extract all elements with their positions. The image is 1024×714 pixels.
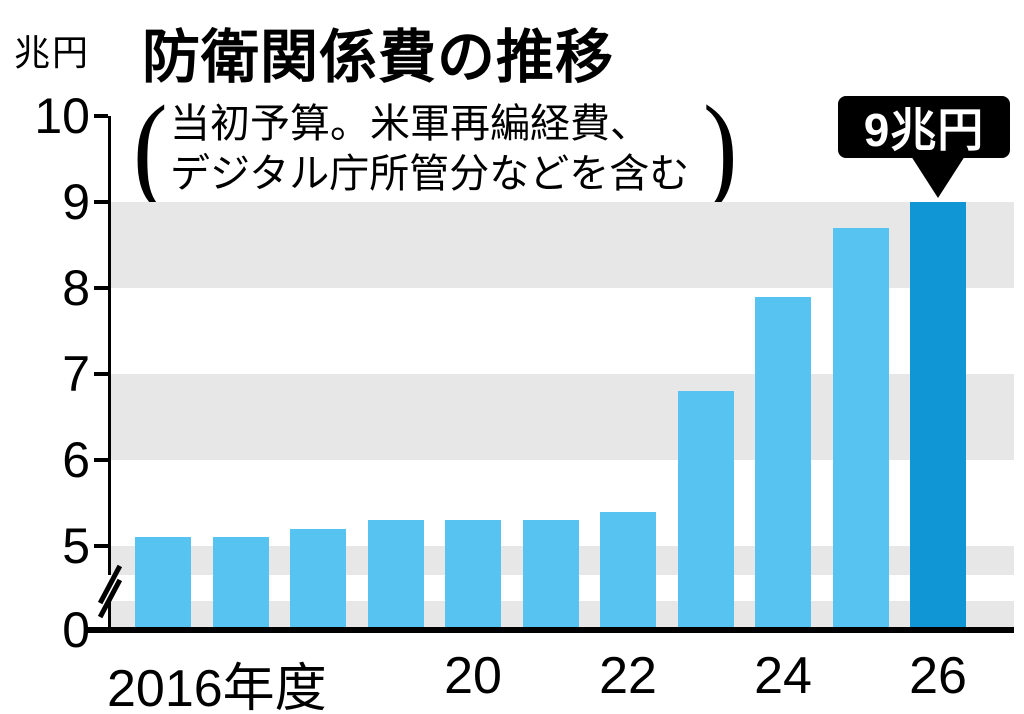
x-label-20: 20 (444, 647, 502, 705)
y-tick-9 (94, 200, 108, 204)
y-tick-10 (94, 114, 108, 118)
bar-2023 (678, 391, 734, 629)
y-axis-line-lower (108, 601, 111, 632)
x-label-2016年度: 2016年度 (107, 660, 327, 714)
x-axis-line (86, 627, 1014, 633)
y-tick-label-9: 9 (62, 174, 90, 230)
y-tick-label-5: 5 (62, 518, 90, 574)
y-tick-8 (94, 286, 108, 290)
y-tick-6 (94, 458, 108, 462)
y-tick-label-10: 10 (34, 88, 90, 144)
bar-2024 (755, 297, 811, 629)
y-tick-label-8: 8 (62, 260, 90, 316)
y-tick-7 (94, 372, 108, 376)
bar-2018 (290, 529, 346, 629)
y-axis-line-upper (108, 116, 111, 575)
y-tick-label-0: 0 (62, 602, 90, 658)
y-tick-5 (94, 544, 108, 548)
x-label-22: 22 (599, 647, 657, 705)
note-paren-close: ) (703, 81, 738, 216)
bar-2025 (833, 228, 889, 629)
bar-2017 (213, 537, 269, 629)
bar-2019 (368, 520, 424, 629)
note-paren-open: ( (133, 81, 168, 216)
bar-2021 (523, 520, 579, 629)
bar-2022 (600, 512, 656, 629)
bar-2016 (135, 537, 191, 629)
note-line-2: デジタル庁所管分などを含む (170, 151, 690, 196)
note-line-1: 当初予算。米軍再編経費、 (170, 101, 650, 146)
callout-label: 9兆円 (838, 96, 1010, 158)
bar-2020 (445, 520, 501, 629)
bar-2026 (910, 202, 966, 629)
x-label-24: 24 (754, 647, 812, 705)
y-tick-label-6: 6 (62, 432, 90, 488)
y-tick-label-7: 7 (62, 346, 90, 402)
y-axis-unit-label: 兆円 (14, 33, 91, 73)
chart-title: 防衛関係費の推移 (142, 25, 615, 90)
x-label-26: 26 (909, 647, 967, 705)
callout-pointer-icon (911, 156, 965, 198)
